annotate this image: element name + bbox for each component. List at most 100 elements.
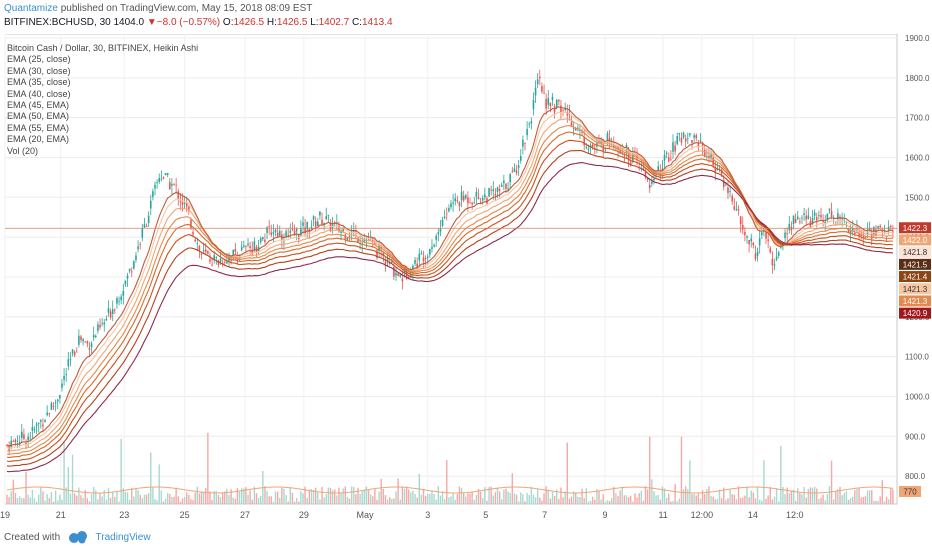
ema-line (6, 150, 893, 467)
candle-body (796, 216, 799, 219)
legend-ema-45[interactable]: EMA (45, EMA) (7, 100, 70, 111)
volume-bar (16, 498, 19, 504)
candle-body (824, 221, 827, 224)
low-label: L: (310, 17, 319, 28)
volume-bar (545, 486, 547, 504)
candle-body (577, 127, 579, 129)
candle-body (429, 249, 431, 255)
candle-body (158, 178, 161, 182)
volume-bar (310, 489, 313, 504)
candle-body (217, 260, 220, 265)
legend-ema-35[interactable]: EMA (35, close) (7, 77, 71, 88)
volume-bar (742, 497, 744, 504)
candle-body (143, 224, 146, 228)
volume-bar (756, 486, 759, 504)
candle-body (693, 135, 695, 138)
chart-frame[interactable]: 800.0900.01000.01100.01200.01300.01400.0… (0, 34, 932, 524)
candle-body (228, 257, 230, 262)
volume-bar (380, 478, 382, 504)
volume-bar (433, 494, 435, 504)
volume-bar (245, 487, 247, 504)
volume-bar (640, 490, 642, 504)
legend-volume[interactable]: Vol (20) (7, 145, 39, 156)
candle-body (758, 238, 761, 246)
volume-bar (177, 496, 179, 504)
candle-body (539, 77, 541, 79)
volume-bar (498, 491, 501, 504)
volume-bar (289, 487, 292, 504)
x-tick-label: 9 (603, 510, 608, 520)
legend-ema-50[interactable]: EMA (50, EMA) (7, 111, 70, 122)
legend-ema-30[interactable]: EMA (30, close) (7, 65, 71, 76)
volume-bar (101, 496, 103, 504)
candle-body (29, 438, 32, 440)
candle-body (147, 215, 150, 224)
candle-body (786, 232, 788, 234)
legend-ema-55[interactable]: EMA (55, EMA) (7, 122, 70, 133)
volume-bar (283, 488, 285, 504)
candle-body (302, 222, 304, 226)
volume-bar (86, 498, 89, 504)
volume-bar (623, 495, 626, 504)
candle-body (494, 194, 497, 196)
volume-bar (308, 489, 311, 504)
candle-body (247, 243, 249, 246)
price-label: 1421.3 (903, 297, 928, 306)
chart-canvas[interactable]: 800.0900.01000.01100.01200.01300.01400.0… (0, 34, 932, 524)
volume-bar (145, 494, 148, 504)
volume-bar (431, 490, 433, 504)
volume-bar (494, 492, 497, 504)
volume-bar (627, 497, 630, 504)
candle-body (727, 187, 729, 194)
volume-bar (634, 493, 636, 504)
candle-body (23, 434, 25, 440)
volume-bar (598, 490, 600, 504)
candle-body (841, 217, 843, 220)
candle-body (78, 335, 80, 345)
candle-body (310, 226, 313, 228)
volume-bar (509, 492, 511, 504)
volume-bar (625, 495, 628, 504)
candle-body (486, 198, 488, 204)
candle-body (532, 100, 535, 110)
volume-bar (617, 496, 619, 504)
candle-body (116, 298, 118, 304)
legend-ema-20[interactable]: EMA (20, EMA) (7, 134, 70, 145)
legend-ema-25[interactable]: EMA (25, close) (7, 54, 71, 65)
candle-body (422, 257, 425, 262)
candle-body (130, 271, 133, 273)
candle-body (642, 168, 645, 170)
candle-body (712, 157, 714, 166)
candle-body (849, 231, 852, 234)
legend-ema-40[interactable]: EMA (40, close) (7, 88, 71, 99)
volume-bar (450, 496, 452, 504)
tradingview-link[interactable]: TradingView (95, 532, 151, 544)
price-label-bg (899, 271, 931, 283)
volume-bar (67, 467, 70, 504)
candle-body (374, 243, 376, 245)
volume-bar (120, 438, 122, 504)
candle-body (465, 195, 467, 199)
candle-body (249, 246, 251, 248)
volume-bar (238, 491, 241, 504)
candle-body (321, 219, 323, 225)
volume-bar (610, 498, 613, 504)
volume-bar (150, 452, 152, 504)
volume-bar (192, 500, 194, 504)
candle-body (59, 395, 61, 399)
candle-body (498, 189, 501, 191)
candle-body (393, 267, 395, 277)
author-link[interactable]: Quantamize (4, 3, 58, 14)
candle-body (644, 172, 647, 178)
candle-body (564, 108, 566, 111)
volume-bar (386, 499, 389, 504)
candle-body (120, 296, 122, 301)
candle-body (674, 145, 676, 152)
volume-bar (439, 495, 442, 504)
candle-body (181, 201, 184, 205)
candle-body (338, 225, 340, 232)
candle-body (405, 272, 408, 279)
volume-bar (469, 493, 471, 504)
y-tick-label: 1700.0 (905, 114, 930, 123)
volume-bar (522, 494, 524, 504)
